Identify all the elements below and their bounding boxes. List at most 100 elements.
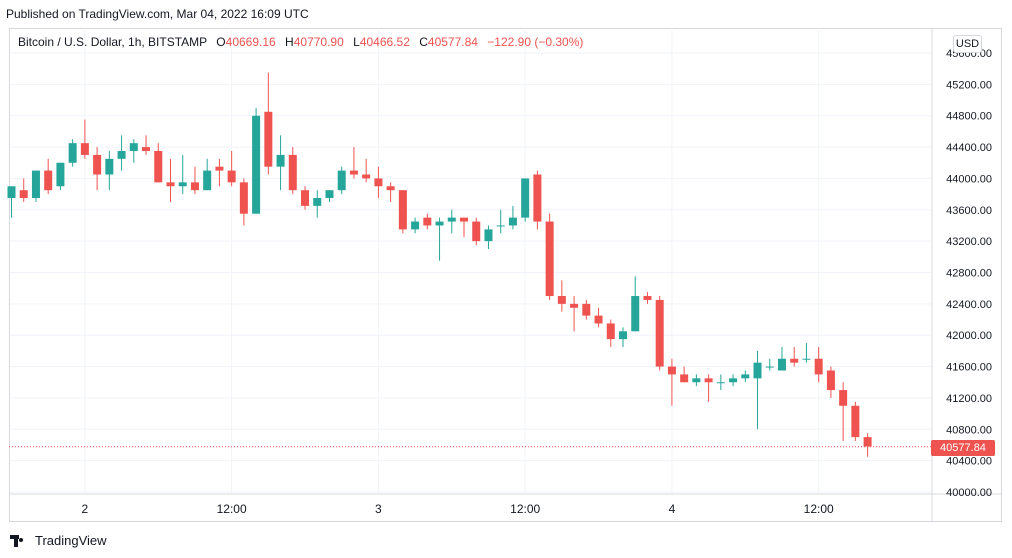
chart-frame[interactable] <box>9 28 1002 522</box>
change-value: −122.90 (−0.30%) <box>487 35 584 49</box>
candle-body <box>753 362 762 379</box>
candle[interactable] <box>496 209 505 234</box>
candle[interactable] <box>582 299 591 320</box>
candle[interactable] <box>19 178 28 202</box>
candle-body <box>460 217 469 222</box>
candle[interactable] <box>851 401 860 442</box>
candle[interactable] <box>166 158 175 202</box>
candle[interactable] <box>692 374 701 387</box>
candles <box>7 72 872 457</box>
candle[interactable] <box>239 178 248 226</box>
candle[interactable] <box>460 217 469 238</box>
candle[interactable] <box>386 182 395 202</box>
candle[interactable] <box>802 343 811 363</box>
candle[interactable] <box>276 135 285 191</box>
candle[interactable] <box>374 166 383 199</box>
candle[interactable] <box>570 296 579 332</box>
candle[interactable] <box>435 217 444 261</box>
candle[interactable] <box>680 366 689 383</box>
candle-body <box>93 154 102 175</box>
candle-body <box>411 221 420 230</box>
candle[interactable] <box>667 358 676 406</box>
candle[interactable] <box>264 72 273 175</box>
candle-body <box>765 366 774 368</box>
candle[interactable] <box>741 370 750 383</box>
candle[interactable] <box>826 366 835 398</box>
tradingview-logo-icon[interactable] <box>10 534 30 547</box>
candle[interactable] <box>203 158 212 191</box>
candle-body <box>435 221 444 226</box>
candle-body <box>680 374 689 383</box>
candle[interactable] <box>790 346 799 367</box>
close-label: C <box>419 35 428 49</box>
candle[interactable] <box>80 119 89 159</box>
candle-body <box>704 378 713 383</box>
candle[interactable] <box>93 147 102 191</box>
candle-body <box>484 229 493 242</box>
candle[interactable] <box>117 135 126 171</box>
footer-brand[interactable]: TradingView <box>35 533 107 548</box>
candle[interactable] <box>545 213 554 300</box>
symbol-name[interactable]: Bitcoin / U.S. Dollar, 1h, BITSTAMP <box>18 35 207 49</box>
candle[interactable] <box>643 292 652 304</box>
candle[interactable] <box>215 158 224 187</box>
candle[interactable] <box>105 150 114 191</box>
footer: TradingView <box>10 533 107 548</box>
candle[interactable] <box>508 205 517 230</box>
candle[interactable] <box>142 135 151 155</box>
candle[interactable] <box>313 190 322 218</box>
candle[interactable] <box>190 166 199 195</box>
candle[interactable] <box>606 319 615 347</box>
candle[interactable] <box>619 327 627 347</box>
candle[interactable] <box>814 346 823 383</box>
candle[interactable] <box>765 358 774 371</box>
candle-body <box>790 358 799 363</box>
price-tick-label: 44800.00 <box>946 111 992 123</box>
candle[interactable] <box>704 374 713 402</box>
candle[interactable] <box>325 190 334 202</box>
price-tick-label: 43200.00 <box>946 236 992 248</box>
candle[interactable] <box>447 209 456 234</box>
candle[interactable] <box>729 374 738 387</box>
candle[interactable] <box>472 217 481 246</box>
candle[interactable] <box>129 139 138 163</box>
candle[interactable] <box>423 213 432 230</box>
candle[interactable] <box>44 158 53 195</box>
candle[interactable] <box>753 350 762 430</box>
candle[interactable] <box>398 190 407 234</box>
candle[interactable] <box>594 307 603 328</box>
candle[interactable] <box>227 150 236 187</box>
candle-body <box>839 390 848 406</box>
candle-body <box>203 170 212 191</box>
candle[interactable] <box>863 433 872 457</box>
candle-body <box>337 170 346 191</box>
candle[interactable] <box>337 166 346 195</box>
candle[interactable] <box>557 280 566 312</box>
candle[interactable] <box>178 154 187 195</box>
candle[interactable] <box>655 296 664 371</box>
candle[interactable] <box>301 186 310 210</box>
currency-button[interactable]: USD <box>953 35 982 53</box>
candle[interactable] <box>411 217 420 234</box>
candle-body <box>44 170 53 191</box>
candle[interactable] <box>484 225 493 249</box>
time-tick-label: 12:00 <box>804 502 834 516</box>
candle[interactable] <box>288 147 297 195</box>
candle[interactable] <box>533 170 542 230</box>
candle[interactable] <box>349 147 358 179</box>
candle-body <box>802 358 811 360</box>
candle[interactable] <box>7 186 16 218</box>
candle[interactable] <box>56 162 65 191</box>
candle[interactable] <box>839 382 848 442</box>
candle[interactable] <box>716 374 725 391</box>
candle[interactable] <box>777 346 786 371</box>
candle[interactable] <box>31 170 40 202</box>
candle[interactable] <box>521 178 530 222</box>
candle[interactable] <box>68 139 77 167</box>
candle[interactable] <box>362 158 371 183</box>
candle[interactable] <box>252 107 261 214</box>
open-value: 40669.16 <box>225 35 276 49</box>
candle[interactable] <box>631 276 640 332</box>
candle[interactable] <box>154 143 163 183</box>
